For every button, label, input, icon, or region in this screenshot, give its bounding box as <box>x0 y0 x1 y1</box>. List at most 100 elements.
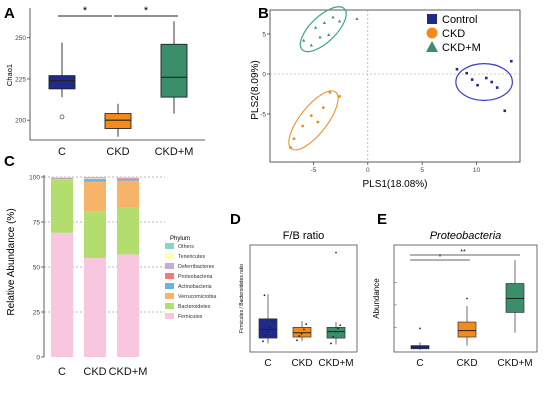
bar-segment-verrucomicrobia <box>117 180 139 208</box>
y-axis-title: Firmicutes / Bacteroidetes ratio <box>239 264 245 333</box>
confidence-ellipse <box>299 6 347 53</box>
data-point <box>301 124 305 128</box>
data-point <box>302 38 306 42</box>
legend-swatch <box>165 273 174 279</box>
jitter-point <box>305 323 308 326</box>
data-point <box>328 91 332 94</box>
y-axis-title: Relative Abundance (%) <box>6 208 17 315</box>
legend-swatch <box>165 313 174 319</box>
x-tick-label: C <box>58 146 66 158</box>
data-point <box>338 95 341 98</box>
plot-frame <box>249 244 358 353</box>
legend-label: Control <box>442 14 477 26</box>
y-tick-label: -5 <box>260 112 266 119</box>
legend-swatch-control <box>427 14 437 24</box>
panel-letter-d: D <box>230 211 241 228</box>
bar-segment-proteobacteria <box>117 178 139 179</box>
panel-letter-e: E <box>377 211 387 228</box>
significance-mark: * <box>144 5 149 17</box>
data-point <box>314 25 318 29</box>
bar-segment-bacteroidetes <box>84 211 106 258</box>
box-ckd <box>292 327 312 338</box>
confidence-ellipse <box>288 90 339 151</box>
legend-swatch <box>165 263 174 269</box>
significance-mark: * <box>83 5 88 17</box>
bar-segment-others <box>84 177 106 179</box>
box-ckd-m <box>326 327 346 339</box>
legend-label: Bacteroidetes <box>178 304 211 310</box>
outlier-point <box>419 327 421 330</box>
data-point <box>355 17 359 20</box>
y-tick-label: 200 <box>15 118 26 125</box>
box-ckd-m <box>160 43 188 98</box>
outlier-point <box>59 114 65 120</box>
bar-segment-bacteroidetes <box>117 207 139 255</box>
x-tick-label: 10 <box>473 167 481 174</box>
jitter-point <box>300 332 303 335</box>
data-point <box>455 67 459 71</box>
y-tick-label: 225 <box>15 76 26 83</box>
jitter-point <box>303 328 305 331</box>
data-point <box>321 106 325 109</box>
x-tick-label: CKD <box>456 358 477 369</box>
y-axis-title: Abundance <box>372 278 381 319</box>
legend-label: CKD <box>442 28 465 40</box>
jitter-point <box>339 324 342 327</box>
bar-segment-actinobacteria <box>51 178 73 180</box>
jitter-point <box>262 340 264 343</box>
data-point <box>309 43 313 47</box>
y-tick-label: 0 <box>262 72 266 79</box>
x-tick-label: 5 <box>420 167 424 174</box>
jitter-point <box>337 327 339 330</box>
jitter-point <box>332 336 335 338</box>
chart-title: Proteobacteria <box>430 230 502 242</box>
legend-swatch-ckdm <box>426 41 438 52</box>
x-tick-label: CKD+M <box>497 358 532 369</box>
x-tick-label: -5 <box>311 167 317 174</box>
panel-letter-a: A <box>4 5 15 22</box>
legend-label: CKD+M <box>442 42 481 54</box>
panel-letter-c: C <box>4 153 15 170</box>
x-tick-label: 0 <box>366 167 370 174</box>
data-point <box>292 137 296 141</box>
y-tick-label: 250 <box>15 35 26 42</box>
jitter-point <box>266 330 269 333</box>
legend-label: Firmicutes <box>178 314 203 320</box>
x-tick-label: CKD <box>291 358 312 369</box>
data-point <box>485 76 488 80</box>
y-tick-label: 75 <box>33 220 41 227</box>
legend-swatch <box>165 303 174 309</box>
plot-frame <box>269 9 521 163</box>
bar-segment-proteobacteria <box>84 178 106 180</box>
panel-letter-b: B <box>258 5 269 22</box>
box-ckd-m <box>505 283 525 313</box>
box-c <box>48 75 76 90</box>
bar-segment-firmicutes <box>84 258 106 357</box>
y-tick-label: 100 <box>29 175 40 182</box>
chart-title: F/B ratio <box>283 230 325 242</box>
data-point <box>337 19 342 23</box>
confidence-ellipse <box>455 62 513 101</box>
data-point <box>331 15 335 19</box>
x-tick-label: CKD+M <box>155 146 194 158</box>
legend-swatch <box>165 283 174 289</box>
fb-ratio-boxplot: F/B ratio Firmicutes / Bacteroidetes rati… <box>239 230 358 369</box>
bar-segment-firmicutes <box>51 232 73 357</box>
x-tick-label: CKD+M <box>109 366 148 378</box>
bar-segment-verrucomicrobia <box>84 181 106 212</box>
y-tick-label: 25 <box>33 310 41 317</box>
data-point <box>465 71 469 75</box>
pls-scatter: -5 0 5 10 -5 0 5 PLS1(18.08%) PLS2(8.09%) Control… <box>250 6 521 190</box>
jitter-point <box>334 330 337 333</box>
legend-label: Tenericutes <box>178 254 205 260</box>
bar-segment-proteobacteria <box>51 178 73 179</box>
plot-frame <box>393 244 538 353</box>
legend-label: Verrucomicrobia <box>178 294 216 300</box>
box-ckd <box>104 113 132 129</box>
outlier-point <box>466 297 468 300</box>
x-tick-label: CKD <box>83 366 106 378</box>
legend-label: Deferribacteres <box>178 264 215 270</box>
significance-mark: ** <box>460 249 466 256</box>
legend-label: Actinobacteria <box>178 284 212 290</box>
